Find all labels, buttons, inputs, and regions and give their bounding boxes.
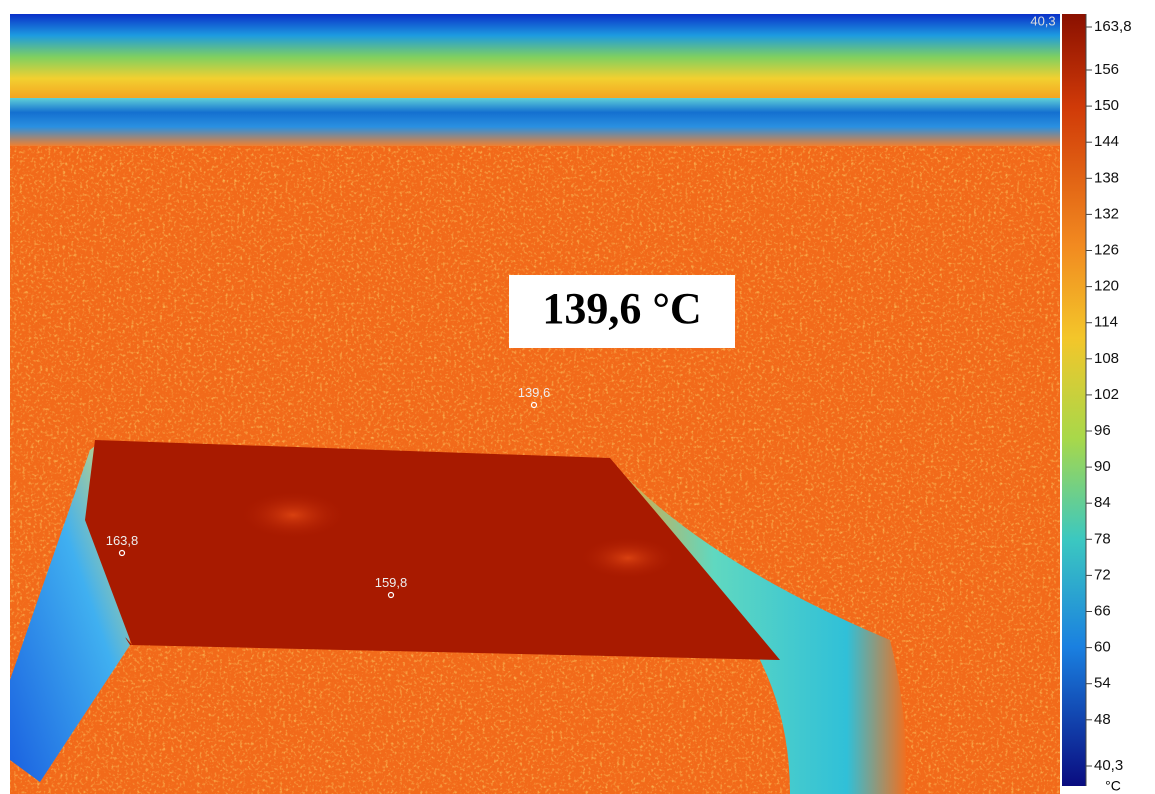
spot-label: 163,8: [106, 533, 139, 548]
spot-label: 139,6: [518, 385, 551, 400]
annotation: 139,6 °C: [542, 284, 701, 333]
scale-tick-label: 96: [1094, 422, 1111, 439]
scale-tick-label: 84: [1094, 494, 1111, 511]
scale-tick-label: 150: [1094, 97, 1119, 114]
scale-tick-label: 120: [1094, 278, 1119, 295]
spot-label: 159,8: [375, 575, 408, 590]
scale-unit: °C: [1105, 778, 1121, 794]
scale-tick-label: 90: [1094, 458, 1111, 475]
scale-tick-label: 126: [1094, 241, 1119, 258]
thermal-screen: 40,3 139,6 °C °C 163,8 156 150 144 138 132 126…: [0, 0, 1155, 794]
scale-tick-label: 40,3: [1094, 757, 1123, 774]
scale-tick-label: 108: [1094, 350, 1119, 367]
scale-tick-label: 163,8: [1094, 18, 1132, 35]
scale-tick-label: 156: [1094, 61, 1119, 78]
color-scale: [1062, 14, 1086, 786]
scale-tick-label: 66: [1094, 602, 1111, 619]
scale-tick-label: 72: [1094, 566, 1111, 583]
scale-tick-label: 102: [1094, 386, 1119, 403]
scale-tick-label: 132: [1094, 205, 1119, 222]
scale-tick-label: 54: [1094, 675, 1111, 692]
scale-tick-label: 144: [1094, 133, 1119, 150]
thermal-image: [10, 14, 1060, 794]
scale-tick-label: 78: [1094, 530, 1111, 547]
scale-tick-label: 48: [1094, 711, 1111, 728]
scale-tick-label: 60: [1094, 639, 1111, 656]
scale-tick-label: 138: [1094, 169, 1119, 186]
scale-tick-label: 114: [1094, 314, 1118, 331]
corner-label: 40,3: [1030, 13, 1055, 28]
